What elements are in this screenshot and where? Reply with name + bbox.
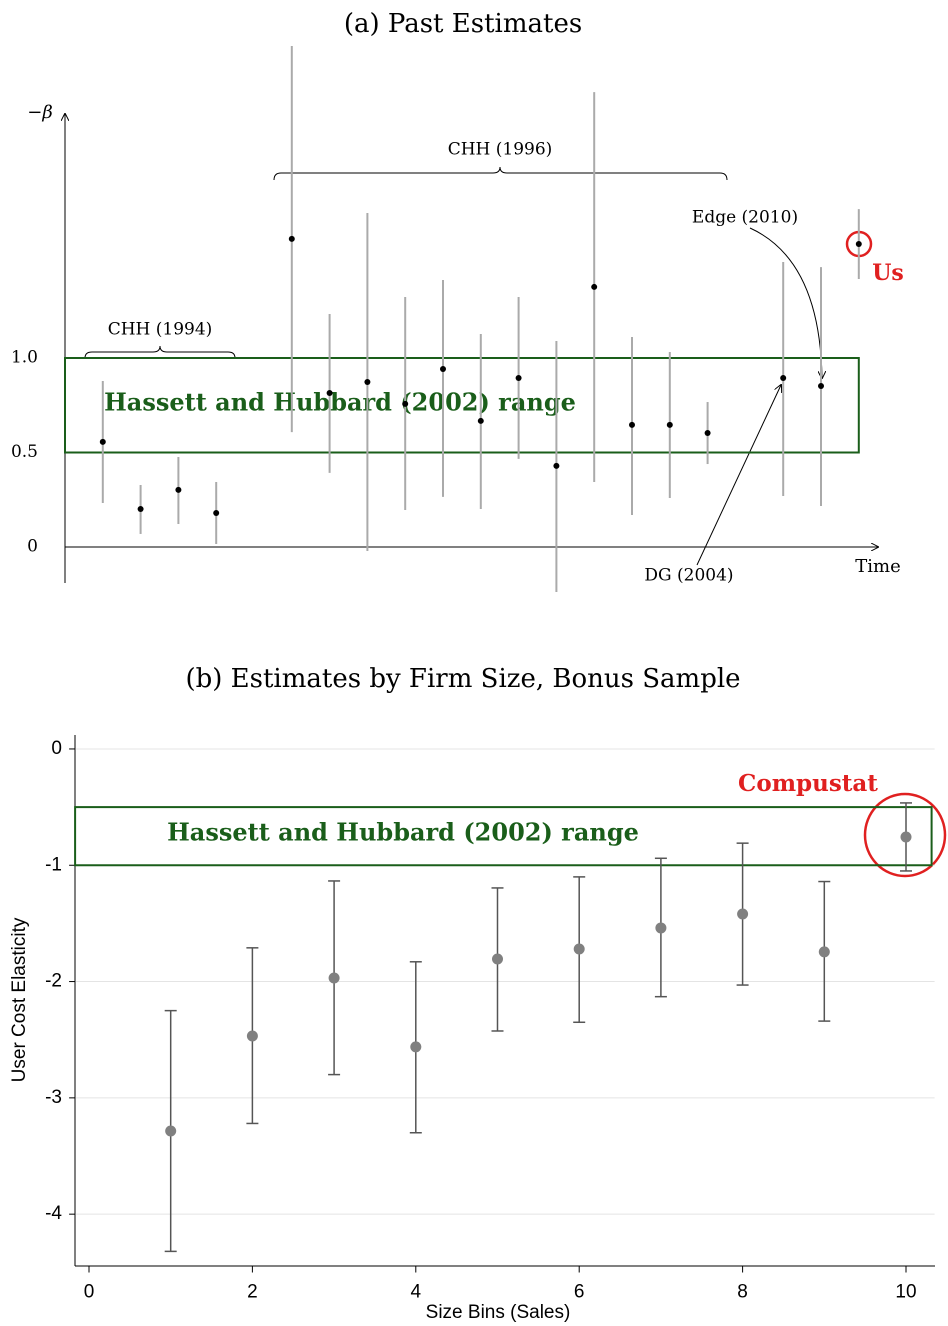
point bbox=[900, 831, 912, 843]
y-tick-label: 0.5 bbox=[11, 442, 38, 462]
x-tick-label: 0 bbox=[84, 1282, 95, 1303]
y-tick-label: 1.0 bbox=[11, 348, 38, 368]
bracket bbox=[84, 345, 236, 359]
x-axis-label: Size Bins (Sales) bbox=[426, 1302, 571, 1323]
point bbox=[666, 421, 673, 428]
point bbox=[364, 379, 371, 386]
annotation: Edge (2010) bbox=[692, 208, 798, 228]
range-label: Hassett and Hubbard (2002) range bbox=[167, 818, 639, 847]
point bbox=[553, 462, 560, 469]
point bbox=[137, 506, 144, 513]
y-tick-label: 0 bbox=[27, 537, 38, 557]
point bbox=[175, 486, 182, 493]
point bbox=[573, 943, 585, 955]
panel-b-title: (b) Estimates by Firm Size, Bonus Sample bbox=[185, 664, 740, 694]
annotation: Us bbox=[872, 260, 904, 286]
highlight-circle bbox=[863, 792, 947, 878]
annotation: CHH (1996) bbox=[448, 140, 553, 160]
range-box bbox=[64, 357, 860, 454]
x-tick-label: 8 bbox=[737, 1282, 748, 1303]
point bbox=[491, 953, 503, 965]
point bbox=[515, 375, 522, 382]
point bbox=[440, 365, 446, 372]
arrow bbox=[696, 385, 781, 566]
y-tick-label: -2 bbox=[45, 971, 62, 992]
y-tick-label: -4 bbox=[45, 1203, 62, 1224]
x-tick-label: 10 bbox=[895, 1282, 916, 1303]
point bbox=[288, 235, 295, 242]
annotation: Compustat bbox=[738, 770, 878, 797]
point bbox=[477, 417, 484, 424]
x-tick-label: 6 bbox=[574, 1282, 585, 1303]
range-label: Hassett and Hubbard (2002) range bbox=[104, 388, 576, 417]
point bbox=[855, 241, 862, 248]
x-axis-label: Time bbox=[855, 556, 900, 577]
point bbox=[328, 972, 340, 984]
point bbox=[326, 389, 333, 396]
point bbox=[410, 1041, 422, 1053]
point bbox=[655, 922, 667, 934]
y-tick-label: 0 bbox=[51, 738, 62, 759]
y-axis-label: User Cost Elasticity bbox=[9, 917, 30, 1082]
annotation: CHH (1994) bbox=[108, 320, 213, 340]
y-tick-label: -3 bbox=[45, 1087, 62, 1108]
point bbox=[402, 400, 409, 407]
point bbox=[818, 946, 830, 958]
point bbox=[591, 283, 598, 290]
point bbox=[780, 375, 787, 382]
point bbox=[737, 908, 749, 920]
range-box bbox=[74, 806, 933, 867]
annotation: DG (2004) bbox=[644, 566, 733, 586]
x-tick-label: 2 bbox=[247, 1282, 258, 1303]
point bbox=[99, 438, 106, 445]
point bbox=[629, 421, 635, 428]
arrow bbox=[749, 227, 822, 378]
panel-a-title: (a) Past Estimates bbox=[344, 9, 582, 39]
point bbox=[213, 509, 220, 516]
point bbox=[165, 1125, 177, 1137]
point bbox=[246, 1030, 258, 1042]
point bbox=[818, 382, 824, 389]
point bbox=[704, 430, 711, 437]
y-axis-label: −β bbox=[27, 102, 53, 123]
y-tick-label: -1 bbox=[45, 854, 62, 875]
x-tick-label: 4 bbox=[411, 1282, 422, 1303]
bracket bbox=[273, 166, 728, 181]
